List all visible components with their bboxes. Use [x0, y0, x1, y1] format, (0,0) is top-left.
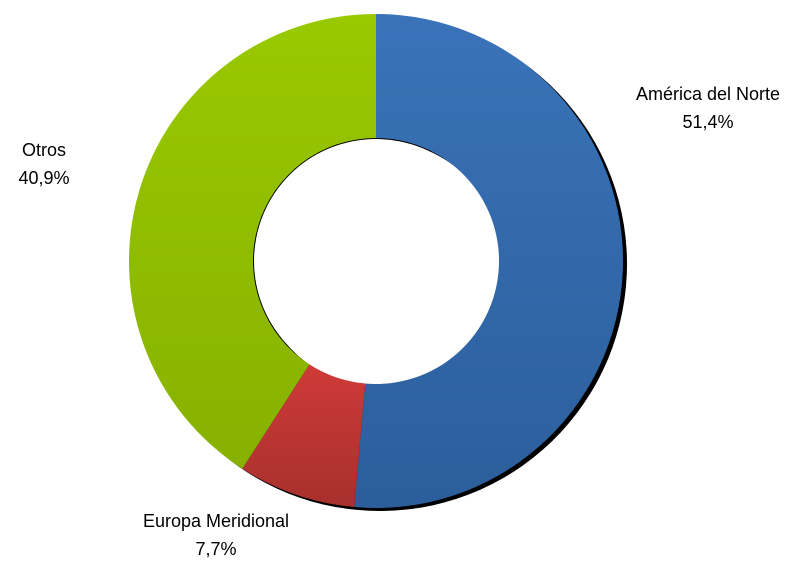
donut-slice-1 — [242, 364, 366, 508]
slice-category-label: Otros — [22, 140, 66, 160]
donut-slice-0 — [354, 14, 623, 508]
slice-category-label: Europa Meridional — [143, 511, 289, 531]
donut-slice-2 — [128, 14, 376, 469]
slice-value-label: 7,7% — [195, 539, 236, 559]
slice-category-label: América del Norte — [636, 84, 780, 104]
slice-value-label: 40,9% — [18, 168, 69, 188]
slice-value-label: 51,4% — [682, 112, 733, 132]
chart-labels: América del Norte 51,4% Europa Meridional 7… — [18, 84, 780, 559]
donut-hole — [254, 139, 498, 383]
chart-slices — [128, 14, 623, 508]
